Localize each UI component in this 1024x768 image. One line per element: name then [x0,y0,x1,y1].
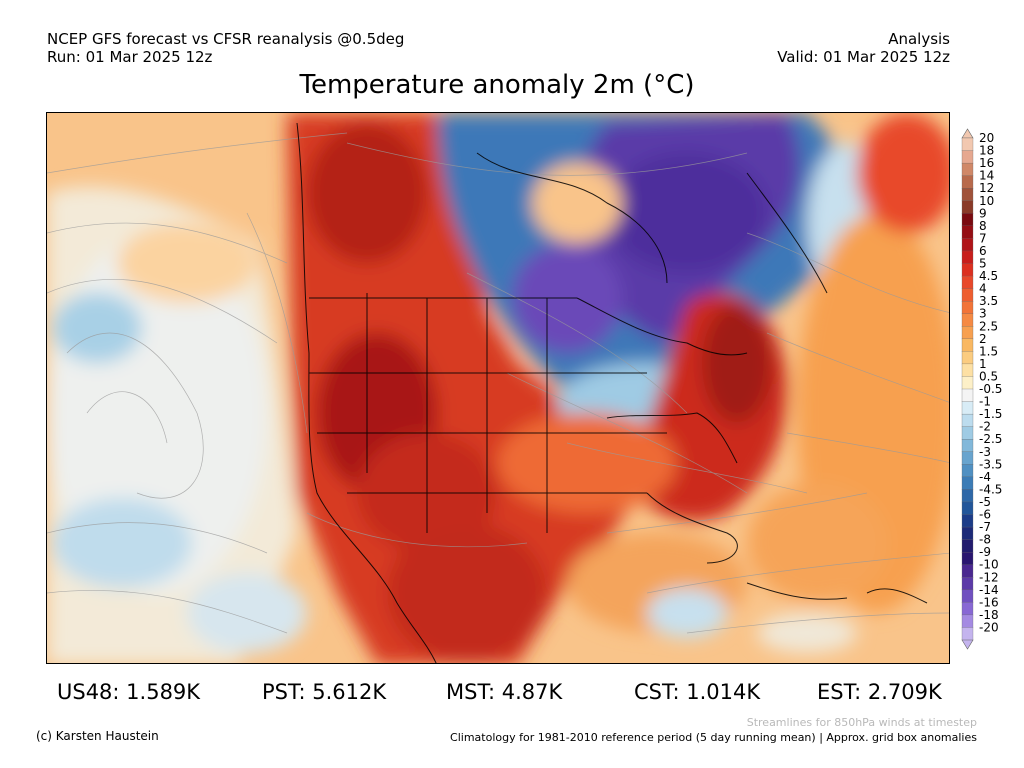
colorbar-swatch [961,577,974,591]
colorbar-swatch [961,363,974,377]
colorbar-tick-label: -4.5 [979,482,1002,496]
colorbar-tick-label: -2.5 [979,432,1002,446]
colorbar-swatch [961,439,974,453]
colorbar-tick-label: -6 [979,508,991,522]
colorbar-swatch [961,589,974,603]
colorbar-swatch [961,476,974,490]
colorbar-tick-label: -18 [979,608,999,622]
colorbar-tick-label: 7 [979,231,987,245]
stat-us48: US48: 1.589K [57,680,201,704]
colorbar-swatch [961,200,974,214]
colorbar-tick-label: -14 [979,583,999,597]
model-description: NCEP GFS forecast vs CFSR reanalysis @0.… [47,30,405,48]
stat-pst: PST: 5.612K [262,680,387,704]
colorbar-tick-label: 6 [979,244,987,258]
colorbar-swatch [961,238,974,252]
colorbar-tick-label: -7 [979,520,991,534]
colorbar-swatch [961,489,974,503]
colorbar-tick-label: -1.5 [979,407,1002,421]
colorbar-swatch [961,326,974,340]
colorbar-tick-label: -2 [979,420,991,434]
colorbar-tick-label: 12 [979,181,994,195]
colorbar-tick-label: -1 [979,395,991,409]
colorbar-swatch [961,602,974,616]
colorbar-tick-label: 4.5 [979,269,998,283]
colorbar-tick-label: -16 [979,595,999,609]
colorbar-swatch [961,188,974,202]
colorbar-tick-label: 16 [979,156,994,170]
colorbar-swatch [961,150,974,164]
colorbar-tick-label: 3 [979,307,987,321]
colorbar-tick-label: -20 [979,620,999,634]
colorbar-swatch [961,426,974,440]
colorbar-tick-label: 2 [979,332,987,346]
colorbar-tick-label: -0.5 [979,382,1002,396]
color-scale-legend: 201816141210987654.543.532.521.510.5-0.5… [961,128,1002,650]
colorbar-tick-label: 3.5 [979,294,998,308]
colorbar-swatch [961,564,974,578]
analysis-label: Analysis [888,30,950,48]
colorbar-swatch [961,388,974,403]
colorbar-tick-label: 1 [979,357,987,371]
colorbar-tick-label: 18 [979,144,994,158]
colorbar-swatch [961,413,974,428]
colorbar-swatch [961,401,974,415]
colorbar-swatch [961,250,974,264]
colorbar-tick-label: 4 [979,282,987,296]
colorbar-swatch [961,300,974,315]
colorbar-swatch [961,351,974,365]
colorbar-swatch [961,539,974,553]
stat-est: EST: 2.709K [817,680,942,704]
colorbar-tick-label: 10 [979,194,994,208]
colorbar-tick-label: 5 [979,257,987,271]
anomaly-map-graphic [47,113,949,663]
stat-mst: MST: 4.87K [446,680,563,704]
colorbar-tick-label: -3.5 [979,457,1002,471]
colorbar-bottom-arrow [961,639,974,650]
climatology-note: Climatology for 1981-2010 reference peri… [450,731,977,744]
colorbar-tick-label: 1.5 [979,344,998,358]
anomaly-map [46,112,950,664]
colorbar-swatch [961,614,974,628]
colorbar-swatch [961,288,974,302]
colorbar-swatch [961,627,974,641]
colorbar-swatch [961,501,974,515]
colorbar-swatch [961,225,974,239]
colorbar-swatch [961,313,974,327]
colorbar-tick-label: 0.5 [979,369,998,383]
colorbar-tick-label: 14 [979,169,994,183]
colorbar-tick-label: -4 [979,470,991,484]
colorbar-tick-label: -8 [979,533,991,547]
colorbar-swatch [961,263,974,277]
map-title: Temperature anomaly 2m (°C) [299,70,695,100]
colorbar-swatch [961,376,974,390]
colorbar-swatch [961,275,974,290]
run-time: Run: 01 Mar 2025 12z [47,48,213,66]
colorbar-swatch [961,514,974,528]
colorbar-swatch [961,526,974,541]
colorbar-swatch [961,175,974,189]
streamlines-note: Streamlines for 850hPa winds at timestep [746,716,977,729]
colorbar-tick-label: -10 [979,558,999,572]
colorbar-swatch [961,338,974,352]
colorbar-swatch [961,551,974,566]
colorbar-swatch [961,137,974,152]
colorbar-tick-label: -9 [979,545,991,559]
colorbar-tick-label: 8 [979,219,987,233]
colorbar-swatch [961,451,974,465]
colorbar-swatch [961,213,974,227]
copyright: (c) Karsten Haustein [36,729,159,743]
colorbar-tick-label: 2.5 [979,319,998,333]
colorbar-tick-label: -3 [979,445,991,459]
colorbar-swatch [961,464,974,478]
colorbar-tick-label: -5 [979,495,991,509]
stat-cst: CST: 1.014K [634,680,761,704]
colorbar-tick-label: -12 [979,570,999,584]
colorbar-tick-label: 20 [979,131,994,145]
valid-time: Valid: 01 Mar 2025 12z [777,48,950,66]
colorbar-tick-label: 9 [979,206,987,220]
colorbar-swatch [961,162,974,177]
colorbar-top-arrow [961,128,974,139]
